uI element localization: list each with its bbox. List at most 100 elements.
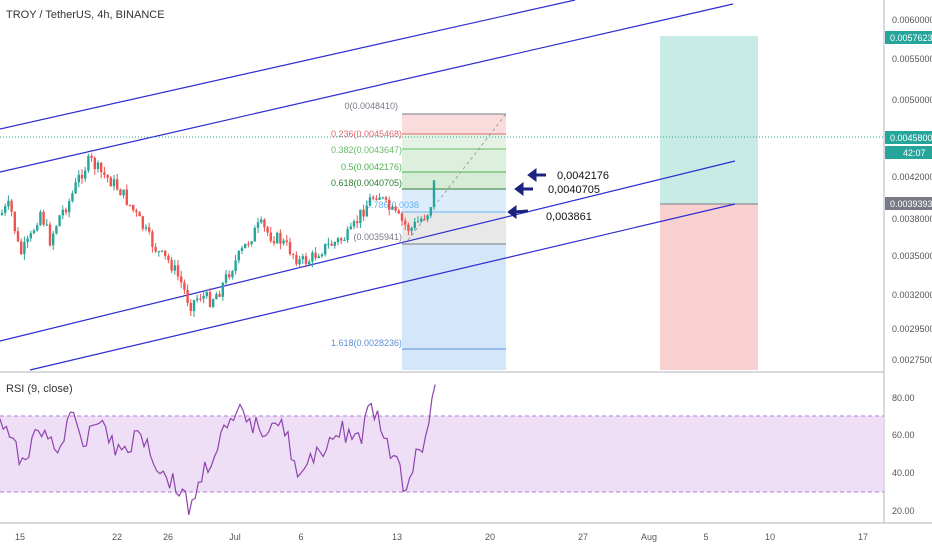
candle-body	[240, 248, 244, 251]
candle-body	[55, 226, 58, 234]
candle-body	[314, 252, 317, 258]
candle-body	[205, 292, 208, 297]
candle-body	[16, 231, 20, 242]
candle-body	[93, 157, 96, 170]
candle-body	[183, 282, 186, 290]
candle-body	[199, 298, 202, 300]
fib-retracement[interactable]	[402, 113, 507, 370]
candle-body	[263, 219, 266, 228]
candle-body	[282, 240, 285, 244]
candle-body	[269, 232, 272, 241]
rsi-band	[0, 416, 884, 492]
time-tick: 5	[703, 532, 708, 542]
candle-body	[186, 289, 189, 304]
candle-body	[196, 298, 199, 301]
candle-body	[429, 207, 432, 216]
rsi-axis[interactable]: 80.00 60.00 40.00 20.00	[892, 393, 915, 516]
candle-body	[352, 221, 356, 227]
candle-body	[276, 232, 279, 244]
candle-body	[343, 240, 346, 242]
candle-body	[336, 238, 340, 243]
candle-body	[247, 243, 250, 245]
candle-body	[122, 189, 125, 196]
candle-body	[260, 219, 263, 223]
candle-body	[234, 260, 237, 272]
candle-body	[215, 293, 218, 300]
countdown-badge	[885, 146, 932, 159]
candle-body	[333, 242, 336, 246]
candlestick-series	[0, 153, 436, 317]
candle-body	[29, 233, 32, 239]
candle-body	[125, 189, 128, 205]
candle-body	[135, 210, 138, 213]
candle-body	[71, 193, 74, 202]
candle-body	[173, 265, 176, 271]
fib-level-382: 0.382(0.0043647)	[331, 145, 402, 155]
candle-body	[397, 210, 400, 214]
candle-body	[404, 220, 407, 225]
fib-level-618: 0.618(0.0040705)	[331, 178, 402, 188]
candle-body	[7, 200, 10, 207]
time-axis[interactable]: 15 22 26 Jul 6 13 20 27 Aug 5 10 17	[15, 532, 868, 542]
candle-body	[68, 201, 71, 213]
candle-body	[61, 209, 64, 216]
price-tick: 0.0042000	[892, 172, 932, 182]
chart-title[interactable]: TROY / TetherUS, 4h, BINANCE	[6, 9, 165, 21]
annotation-text-3: 0,003861	[546, 211, 592, 223]
candle-body	[144, 227, 148, 229]
candle-body	[330, 243, 333, 246]
parallel-channel[interactable]	[0, 0, 736, 371]
candle-body	[100, 162, 103, 173]
candle-body	[167, 255, 170, 261]
candle-body	[192, 300, 196, 312]
candle-body	[87, 155, 90, 171]
candle-body	[231, 271, 234, 278]
arrow-icon-3	[507, 205, 529, 219]
entry-price-badge	[885, 197, 932, 210]
price-tick: 0.0055000	[892, 54, 932, 64]
candle-body	[4, 206, 7, 213]
candle-body	[304, 256, 308, 265]
rsi-line	[0, 384, 436, 516]
candle-body	[407, 224, 410, 231]
rsi-indicator-label[interactable]: RSI (9, close)	[6, 383, 73, 395]
arrow-icon-2	[514, 182, 533, 196]
candle-body	[256, 222, 260, 228]
long-position-profit-zone[interactable]	[660, 36, 758, 204]
candle-body	[39, 211, 42, 226]
candle-body	[164, 250, 167, 256]
candle-body	[58, 215, 61, 227]
candle-body	[148, 227, 151, 232]
candle-body	[218, 293, 221, 297]
candle-body	[74, 182, 77, 194]
rsi-tick: 80.00	[892, 393, 915, 403]
price-tick: 0.0032000	[892, 290, 932, 300]
candle-body	[317, 256, 320, 258]
candle-body	[279, 232, 282, 244]
candle-body	[423, 218, 426, 220]
last-price-badge	[885, 131, 932, 144]
candle-body	[346, 229, 349, 241]
candle-body	[244, 243, 247, 249]
candle-body	[208, 292, 212, 307]
candle-body	[272, 240, 276, 244]
fib-level-1618: 1.618(0.0028236)	[331, 338, 402, 348]
candle-body	[298, 259, 301, 265]
rsi-tick: 60.00	[892, 430, 915, 440]
time-tick: 27	[578, 532, 588, 542]
candle-body	[295, 255, 298, 265]
time-tick: 10	[765, 532, 775, 542]
fib-level-0: 0(0.0048410)	[344, 101, 398, 111]
candle-body	[426, 215, 429, 220]
candle-body	[221, 282, 224, 297]
candle-body	[48, 224, 52, 246]
profit-target-badge-text: 0.0057623	[890, 33, 932, 43]
candle-body	[224, 274, 228, 283]
candle-body	[368, 197, 372, 206]
candle-body	[84, 170, 87, 179]
candle-body	[119, 189, 122, 196]
price-axis[interactable]: 0.0060000 0.0055000 0.0050000 0.0042000 …	[892, 15, 932, 365]
long-position-stop-zone[interactable]	[660, 204, 758, 370]
annotation-text-2: 0,0040705	[548, 184, 600, 196]
candle-body	[36, 225, 39, 231]
